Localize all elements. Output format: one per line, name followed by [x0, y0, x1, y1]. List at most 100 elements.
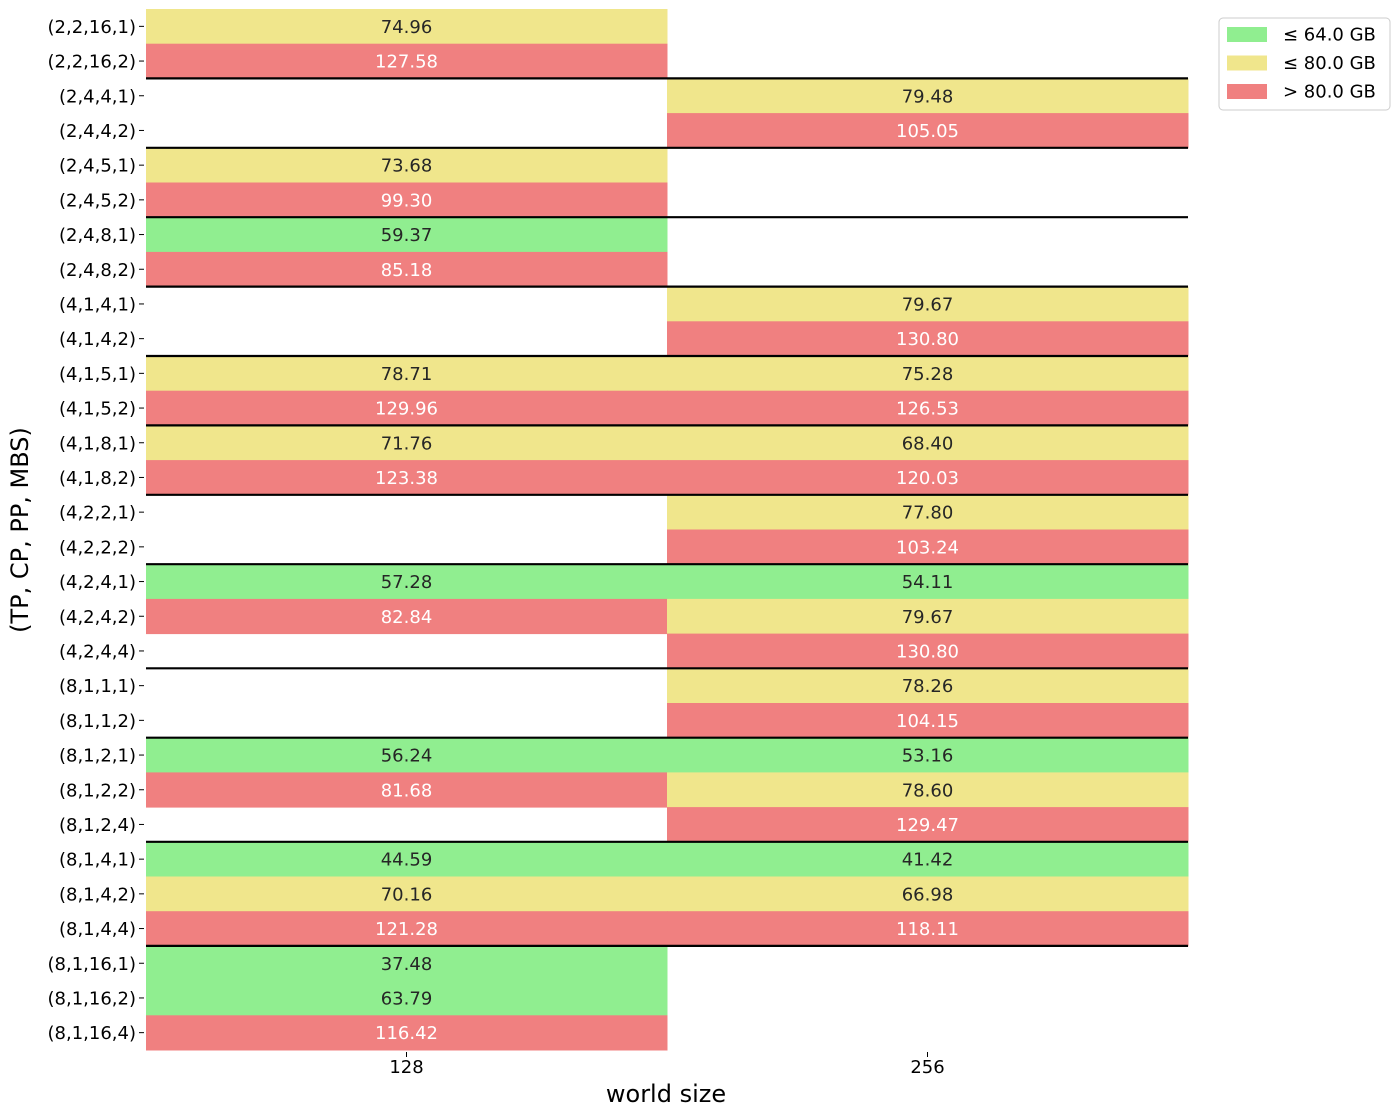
cell-value-label: 78.60	[902, 780, 954, 801]
y-tick-label: (4,2,2,1)	[59, 503, 136, 524]
y-tick-label: (4,1,5,2)	[59, 399, 136, 420]
heatmap-cell	[667, 425, 1189, 461]
cell-value-label: 59.37	[381, 225, 433, 246]
y-tick-label: (4,2,4,1)	[59, 572, 136, 593]
y-tick-label: (8,1,1,2)	[59, 711, 136, 732]
cell-value-label: 70.16	[381, 884, 433, 905]
heatmap-cell	[146, 460, 668, 496]
x-tick-label: 128	[389, 1057, 423, 1078]
cell-value-label: 73.68	[381, 156, 433, 177]
y-tick-label: (8,1,16,2)	[48, 988, 136, 1009]
y-tick-label: (4,2,2,2)	[59, 537, 136, 558]
y-tick-label: (8,1,4,4)	[59, 919, 136, 940]
cell-value-label: 74.96	[381, 17, 433, 38]
heatmap-cell	[146, 564, 668, 600]
heatmap-cell	[667, 841, 1189, 877]
cell-value-label: 130.80	[896, 641, 959, 662]
legend-label: ≤ 64.0 GB	[1283, 25, 1376, 46]
y-tick-label: (8,1,4,2)	[59, 884, 136, 905]
heatmap-cell	[667, 460, 1189, 496]
heatmap-cell	[667, 876, 1189, 912]
cell-value-label: 79.67	[902, 607, 954, 628]
cell-value-label: 75.28	[902, 364, 954, 385]
heatmap-cell	[667, 772, 1189, 808]
y-tick-label: (4,1,4,1)	[59, 294, 136, 315]
heatmap-cell	[667, 598, 1189, 635]
x-axis: 128 256	[389, 1052, 945, 1078]
heatmap-cell	[146, 251, 668, 288]
cell-value-label: 118.11	[896, 919, 959, 940]
heatmap-cell-labels: 74.96 127.58 79.48 105.05 73.68 99.30 59.37 85.…	[375, 17, 959, 1044]
x-tick-label: 256	[910, 1057, 944, 1078]
cell-value-label: 37.48	[381, 954, 433, 975]
y-tick-label: (2,2,16,2)	[48, 52, 136, 73]
cell-value-label: 66.98	[902, 884, 954, 905]
cell-value-label: 129.47	[896, 815, 959, 836]
heatmap-cell	[146, 356, 668, 392]
group-separators	[146, 77, 1188, 948]
cell-value-label: 104.15	[896, 711, 959, 732]
y-tick-label: (4,1,4,2)	[59, 329, 136, 350]
cell-value-label: 78.71	[381, 364, 433, 385]
heatmap-cells	[146, 9, 1189, 1051]
heatmap-cell	[146, 876, 668, 912]
heatmap-cell	[146, 945, 668, 982]
y-tick-label: (4,1,8,2)	[59, 468, 136, 489]
y-tick-label: (4,2,4,4)	[59, 641, 136, 662]
cell-value-label: 53.16	[902, 746, 954, 767]
cell-value-label: 44.59	[381, 850, 433, 871]
y-tick-label: (8,1,1,1)	[59, 676, 136, 697]
cell-value-label: 54.11	[902, 572, 954, 593]
cell-value-label: 123.38	[375, 468, 438, 489]
cell-value-label: 79.67	[902, 294, 954, 315]
heatmap-cell	[667, 703, 1189, 739]
y-tick-label: (8,1,16,4)	[48, 1023, 136, 1044]
heatmap-cell	[667, 529, 1189, 565]
y-tick-label: (8,1,2,2)	[59, 780, 136, 801]
heatmap-cell	[146, 182, 668, 218]
y-tick-label: (2,4,5,1)	[59, 156, 136, 177]
heatmap-cell	[146, 147, 668, 183]
cell-value-label: 116.42	[375, 1023, 438, 1044]
heatmap-cell	[146, 217, 668, 253]
heatmap-cell	[146, 390, 668, 426]
heatmap-cell	[667, 356, 1189, 392]
y-tick-label: (4,2,4,2)	[59, 607, 136, 628]
heatmap-cell	[146, 841, 668, 877]
heatmap-cell	[146, 598, 668, 635]
y-tick-label: (8,1,2,1)	[59, 746, 136, 767]
heatmap-cell	[146, 9, 668, 45]
y-tick-label: (2,4,8,1)	[59, 225, 136, 246]
legend-label: ≤ 80.0 GB	[1283, 53, 1376, 74]
heatmap-cell	[667, 321, 1189, 357]
cell-value-label: 78.26	[902, 676, 954, 697]
heatmap-cell	[667, 286, 1189, 322]
y-tick-label: (4,1,8,1)	[59, 433, 136, 454]
cell-value-label: 103.24	[896, 537, 959, 558]
heatmap-cell	[667, 113, 1189, 149]
y-tick-label: (2,4,8,2)	[59, 260, 136, 281]
cell-value-label: 105.05	[896, 121, 959, 142]
y-tick-label: (2,4,4,2)	[59, 121, 136, 142]
y-tick-label: (8,1,16,1)	[48, 954, 136, 975]
y-axis-label: (TP, CP, PP, MBS)	[6, 427, 34, 633]
cell-value-label: 57.28	[381, 572, 433, 593]
y-tick-label: (4,1,5,1)	[59, 364, 136, 385]
cell-value-label: 121.28	[375, 919, 438, 940]
heatmap-cell	[667, 737, 1189, 773]
cell-value-label: 130.80	[896, 329, 959, 350]
heatmap-cell	[667, 668, 1189, 704]
legend: ≤ 64.0 GB ≤ 80.0 GB > 80.0 GB	[1218, 17, 1391, 111]
legend-swatch	[1227, 84, 1267, 99]
cell-value-label: 99.30	[381, 190, 433, 211]
cell-value-label: 127.58	[375, 52, 438, 73]
x-axis-label: world size	[606, 1080, 726, 1108]
y-tick-label: (2,4,4,1)	[59, 86, 136, 107]
heatmap-cell	[146, 1015, 668, 1051]
heatmap-cell	[667, 390, 1189, 426]
cell-value-label: 79.48	[902, 86, 954, 107]
heatmap-cell	[667, 911, 1189, 947]
heatmap-cell	[146, 980, 668, 1016]
cell-value-label: 120.03	[896, 468, 959, 489]
cell-value-label: 81.68	[381, 780, 433, 801]
